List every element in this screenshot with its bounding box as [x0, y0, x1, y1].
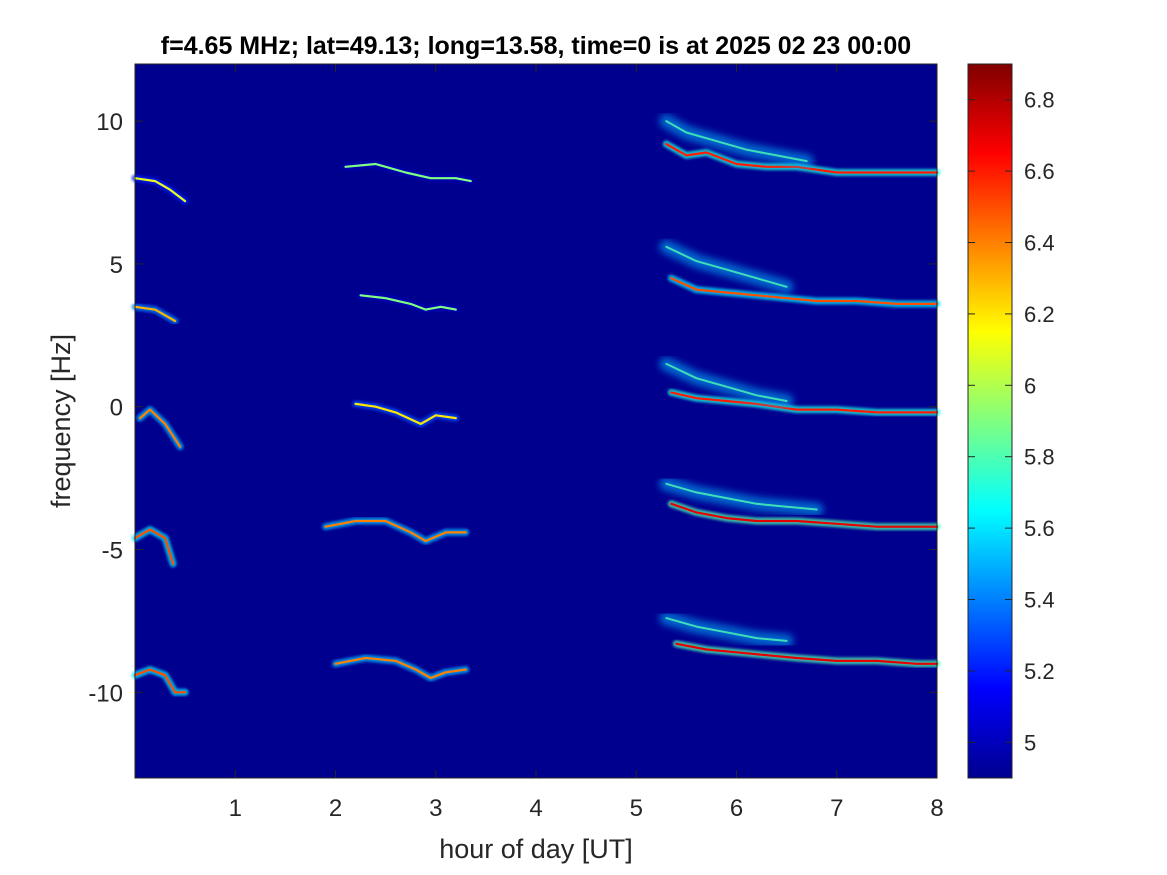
colorbar-tick-label: 6.8 [1024, 88, 1055, 113]
x-tick-label: 7 [830, 795, 843, 822]
x-tick-label: 1 [229, 795, 242, 822]
y-tick-label: 5 [110, 252, 123, 279]
colorbar-tick-label: 6.6 [1024, 159, 1055, 184]
colorbar-tick-label: 6.2 [1024, 302, 1055, 327]
colorbar-tick-label: 5.4 [1024, 588, 1055, 613]
x-tick-label: 3 [429, 795, 442, 822]
colorbar-tick-label: 6.4 [1024, 231, 1055, 256]
chart-title: f=4.65 MHz; lat=49.13; long=13.58, time=… [161, 32, 911, 60]
trace-line [344, 162, 472, 183]
colorbar-ticks: 6.8 6.6 6.4 6.2 6 5.8 5.6 5.4 5.2 5 [968, 88, 1055, 755]
trace-line [670, 391, 939, 414]
trace-line [665, 120, 808, 163]
trace-mid-5 [332, 654, 470, 682]
colorbar-gradient [967, 63, 1013, 779]
plot-area [131, 63, 941, 779]
trace-late-3-diffuse [659, 356, 794, 408]
trace-mid-3 [352, 400, 460, 428]
trace-line [354, 402, 457, 425]
trace-mid-2 [357, 291, 460, 314]
colorbar-tick-label: 5.8 [1024, 445, 1055, 470]
trace-late-5 [672, 640, 941, 668]
trace-line [133, 668, 187, 694]
trace-line [665, 362, 788, 402]
trace-early-2 [131, 303, 179, 325]
trace-mid-top [342, 160, 475, 185]
x-axis-label: hour of day [UT] [439, 834, 633, 864]
trace-line [665, 617, 788, 642]
trace-late-4-diffuse [659, 476, 824, 517]
y-axis: 10 5 0 -5 -10 [88, 109, 937, 707]
trace-line [359, 294, 457, 311]
trace-line [133, 528, 175, 565]
y-tick-label: 0 [110, 395, 123, 422]
x-tick-label: 5 [630, 795, 643, 822]
colorbar-tick-label: 6 [1024, 373, 1036, 398]
colorbar-tick-label: 5.2 [1024, 659, 1055, 684]
colorbar: 6.8 6.6 6.4 6.2 6 5.8 5.6 5.4 5.2 5 [967, 63, 1055, 779]
spectral-traces [131, 114, 941, 696]
trace-late-4 [667, 500, 941, 531]
y-axis-label: frequency [Hz] [46, 334, 76, 508]
trace-line [138, 408, 182, 448]
trace-line [675, 642, 939, 665]
trace-late-5-diffuse [659, 611, 794, 648]
trace-line [133, 177, 187, 203]
y-tick-label: -5 [102, 538, 123, 565]
x-tick-label: 8 [930, 795, 943, 822]
trace-line [334, 656, 467, 680]
x-tick-label: 2 [329, 795, 342, 822]
colorbar-tick-label: 5.6 [1024, 516, 1055, 541]
trace-line [133, 305, 177, 323]
x-tick-label: 4 [529, 795, 542, 822]
trace-early-top [131, 174, 189, 205]
trace-mid-4 [322, 517, 470, 545]
y-tick-label: -10 [88, 680, 123, 707]
trace-late-3 [667, 388, 941, 416]
trace-early-4 [131, 526, 177, 568]
trace-line [665, 245, 788, 288]
trace-line [665, 482, 818, 511]
trace-line [324, 519, 467, 543]
trace-line [670, 277, 939, 305]
trace-line [670, 502, 939, 528]
trace-late-top [662, 140, 941, 176]
trace-line [665, 142, 939, 174]
colorbar-tick-label: 5 [1024, 730, 1036, 755]
trace-early-3 [136, 406, 184, 451]
trace-late-2-diffuse [659, 239, 794, 294]
x-tick-label: 6 [730, 795, 743, 822]
y-tick-label: 10 [96, 109, 123, 136]
x-axis: 1 2 3 4 5 6 7 8 [229, 64, 944, 822]
trace-early-5 [131, 666, 189, 696]
trace-late-2 [667, 274, 941, 308]
trace-late-top-diffuse [659, 114, 814, 169]
